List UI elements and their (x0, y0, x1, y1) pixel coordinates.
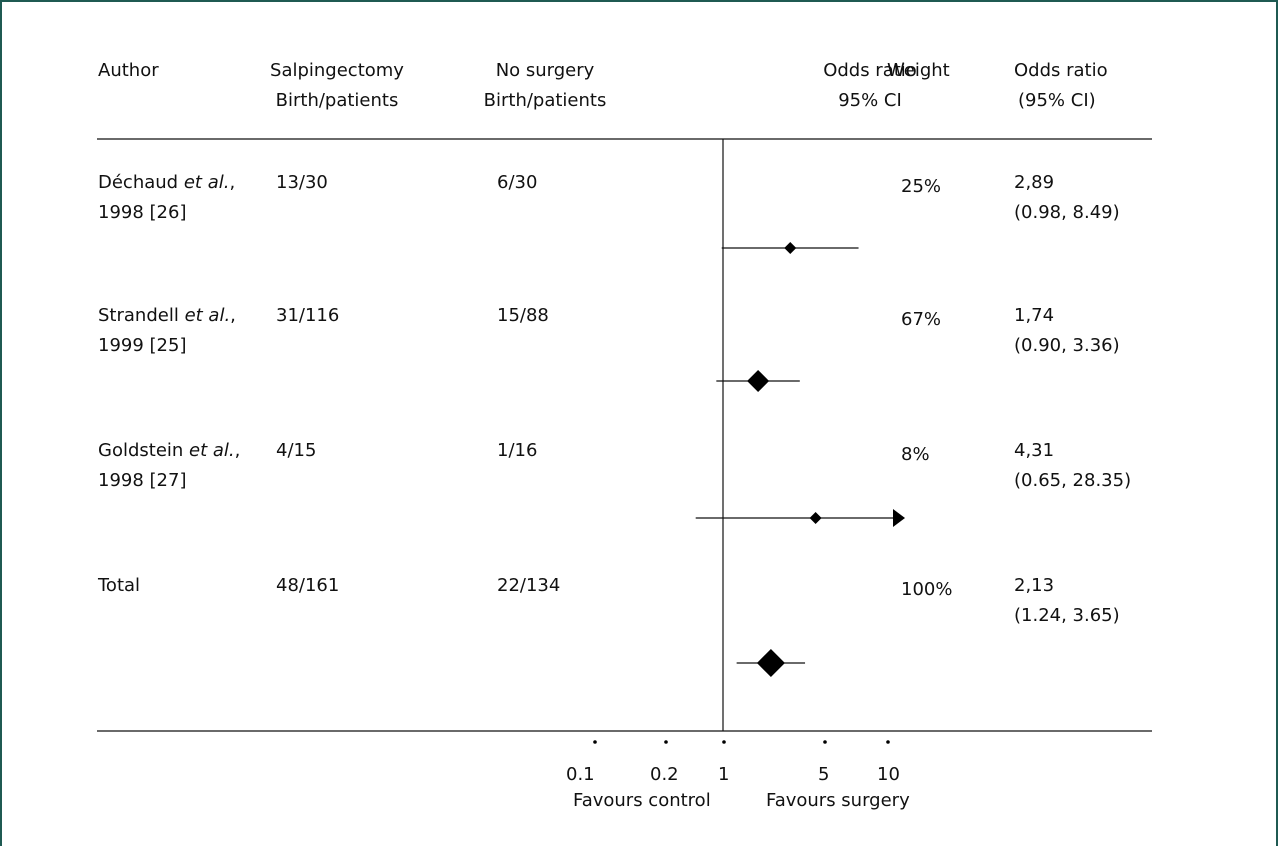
row-year: 1999 [25] (98, 335, 187, 356)
row-nosurgery: 22/134 (497, 575, 561, 596)
header-orci-line2: (95% CI) (1018, 90, 1096, 111)
row-or: 1,74 (1014, 305, 1055, 326)
row-salp: 31/116 (276, 305, 340, 326)
row-or: 2,13 (1014, 575, 1055, 596)
row-weight: 8% (901, 444, 930, 465)
header-author: Author (98, 60, 159, 81)
header-nosurgery-line2: Birth/patients (483, 90, 607, 111)
row-weight: 100% (901, 579, 953, 600)
row-author: Strandell et al., (98, 305, 236, 326)
header-or-line2: 95% CI (838, 90, 902, 111)
header-orci-line1: Odds ratio (1014, 60, 1108, 81)
row-author: Déchaud et al., (98, 172, 236, 193)
row-nosurgery: 15/88 (497, 305, 549, 326)
row-nosurgery: 6/30 (497, 172, 538, 193)
header-weight: Weight (887, 60, 950, 81)
axis-tick-dot (664, 740, 668, 744)
row-ci: (1.24, 3.65) (1014, 605, 1120, 626)
row-ci: (0.90, 3.36) (1014, 335, 1120, 356)
row-weight: 25% (901, 176, 942, 197)
axis-tick-dot (593, 740, 597, 744)
axis-tick-label: 0.1 (566, 764, 595, 785)
row-salp: 13/30 (276, 172, 328, 193)
axis-tick-label: 1 (718, 764, 730, 785)
row-or: 4,31 (1014, 440, 1055, 461)
header-or-line1: Odds ratio (823, 60, 917, 81)
row-author: Goldstein et al., (98, 440, 241, 461)
row-salp: 48/161 (276, 575, 340, 596)
axis-tick-dot (886, 740, 890, 744)
axis-tick-label: 10 (877, 764, 900, 785)
point-estimate-diamond (809, 512, 822, 524)
header-salp-line2: Birth/patients (275, 90, 399, 111)
point-estimate-diamond (784, 242, 797, 254)
row-year: 1998 [27] (98, 470, 187, 491)
row-weight: 67% (901, 309, 942, 330)
header-nosurgery-line1: No surgery (495, 60, 595, 81)
axis-tick-label: 0.2 (650, 764, 679, 785)
axis-tick-label: 5 (818, 764, 830, 785)
favours-surgery-label: Favours surgery (766, 790, 910, 811)
point-estimate-diamond (747, 370, 770, 392)
favours-control-label: Favours control (573, 790, 711, 811)
axis-tick-dot (722, 740, 726, 744)
row-ci: (0.98, 8.49) (1014, 202, 1120, 223)
point-estimate-diamond (756, 649, 785, 677)
header-salp-line1: Salpingectomy (270, 60, 404, 81)
row-ci: (0.65, 28.35) (1014, 470, 1132, 491)
row-salp: 4/15 (276, 440, 317, 461)
row-author: Total (98, 575, 141, 596)
row-nosurgery: 1/16 (497, 440, 538, 461)
row-or: 2,89 (1014, 172, 1055, 193)
row-year: 1998 [26] (98, 202, 187, 223)
ci-arrow (893, 509, 905, 527)
axis-tick-dot (823, 740, 827, 744)
